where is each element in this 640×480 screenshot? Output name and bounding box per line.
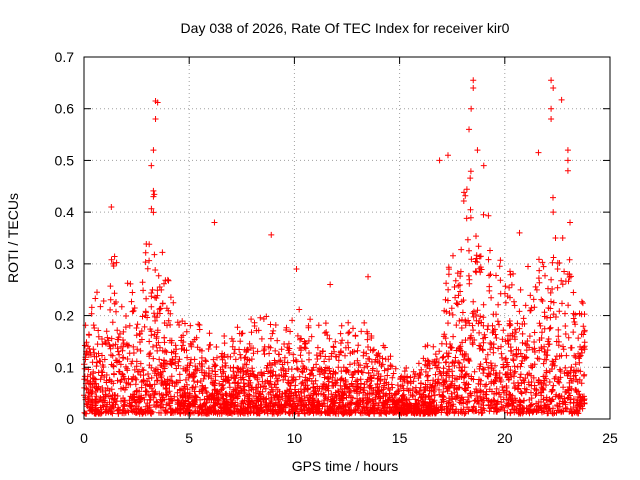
y-axis-label: ROTI / TECUs <box>5 193 21 283</box>
scatter-point-outlier <box>564 157 571 164</box>
x-tick-label: 15 <box>392 430 408 446</box>
scatter-point-outlier <box>152 116 159 123</box>
scatter-point-outlier <box>436 157 443 164</box>
scatter-point-outlier <box>444 152 451 159</box>
scatter-point-outlier <box>548 116 555 123</box>
scatter-point-outlier <box>154 99 161 106</box>
scatter-point-outlier <box>516 229 523 236</box>
x-tick-label: 10 <box>287 430 303 446</box>
y-tick-label: 0.6 <box>55 101 75 117</box>
y-tick-labels: 0 0.1 0.2 0.3 0.4 0.5 0.6 0.7 <box>55 49 75 427</box>
scatter-point-outlier <box>548 77 555 84</box>
scatter-point-outlier <box>558 96 565 103</box>
scatter-point-outlier <box>535 149 542 156</box>
x-tick-label: 0 <box>80 430 88 446</box>
scatter-point-outlier <box>550 209 557 216</box>
scatter-point-outlier <box>150 193 157 200</box>
y-tick-label: 0.7 <box>55 49 75 65</box>
scatter-point-outlier <box>365 273 372 280</box>
axis-ticks <box>83 56 611 420</box>
scatter-point-outlier <box>466 126 473 133</box>
scatter-point-outlier <box>150 147 157 154</box>
scatter-point-outlier <box>564 167 571 174</box>
scatter-point-outlier <box>550 85 557 92</box>
scatter-point-outlier <box>327 281 334 288</box>
scatter-point-outlier <box>468 105 475 112</box>
scatter-point-outlier <box>293 266 300 273</box>
x-tick-label: 25 <box>602 430 618 446</box>
y-tick-label: 0.3 <box>55 256 75 272</box>
x-tick-labels: 0 5 10 15 20 25 <box>80 430 618 446</box>
scatter-point-outlier <box>567 219 574 226</box>
y-tick-label: 0.5 <box>55 152 75 168</box>
scatter-point-outlier <box>470 77 477 84</box>
grid-lines <box>84 57 610 419</box>
scatter-point-outlier <box>548 105 555 112</box>
scatter-point-outlier <box>470 85 477 92</box>
scatter-point-outlier <box>268 231 275 238</box>
data-points <box>81 77 588 417</box>
scatter-point-cloud <box>81 168 588 417</box>
scatter-point-outlier <box>474 147 481 154</box>
scatter-point-outlier <box>148 162 155 169</box>
scatter-point-outlier <box>211 219 218 226</box>
scatter-point-outlier <box>108 203 115 210</box>
plot-border <box>83 56 611 420</box>
y-tick-label: 0.2 <box>55 308 75 324</box>
y-tick-label: 0 <box>66 411 74 427</box>
y-tick-label: 0.1 <box>55 359 75 375</box>
x-tick-label: 20 <box>497 430 513 446</box>
x-axis-label: GPS time / hours <box>292 458 399 474</box>
y-tick-label: 0.4 <box>55 204 75 220</box>
scatter-point-outlier <box>480 162 487 169</box>
chart-title: Day 038 of 2026, Rate Of TEC Index for r… <box>181 20 510 36</box>
x-tick-label: 5 <box>185 430 193 446</box>
scatter-point-outlier <box>564 147 571 154</box>
